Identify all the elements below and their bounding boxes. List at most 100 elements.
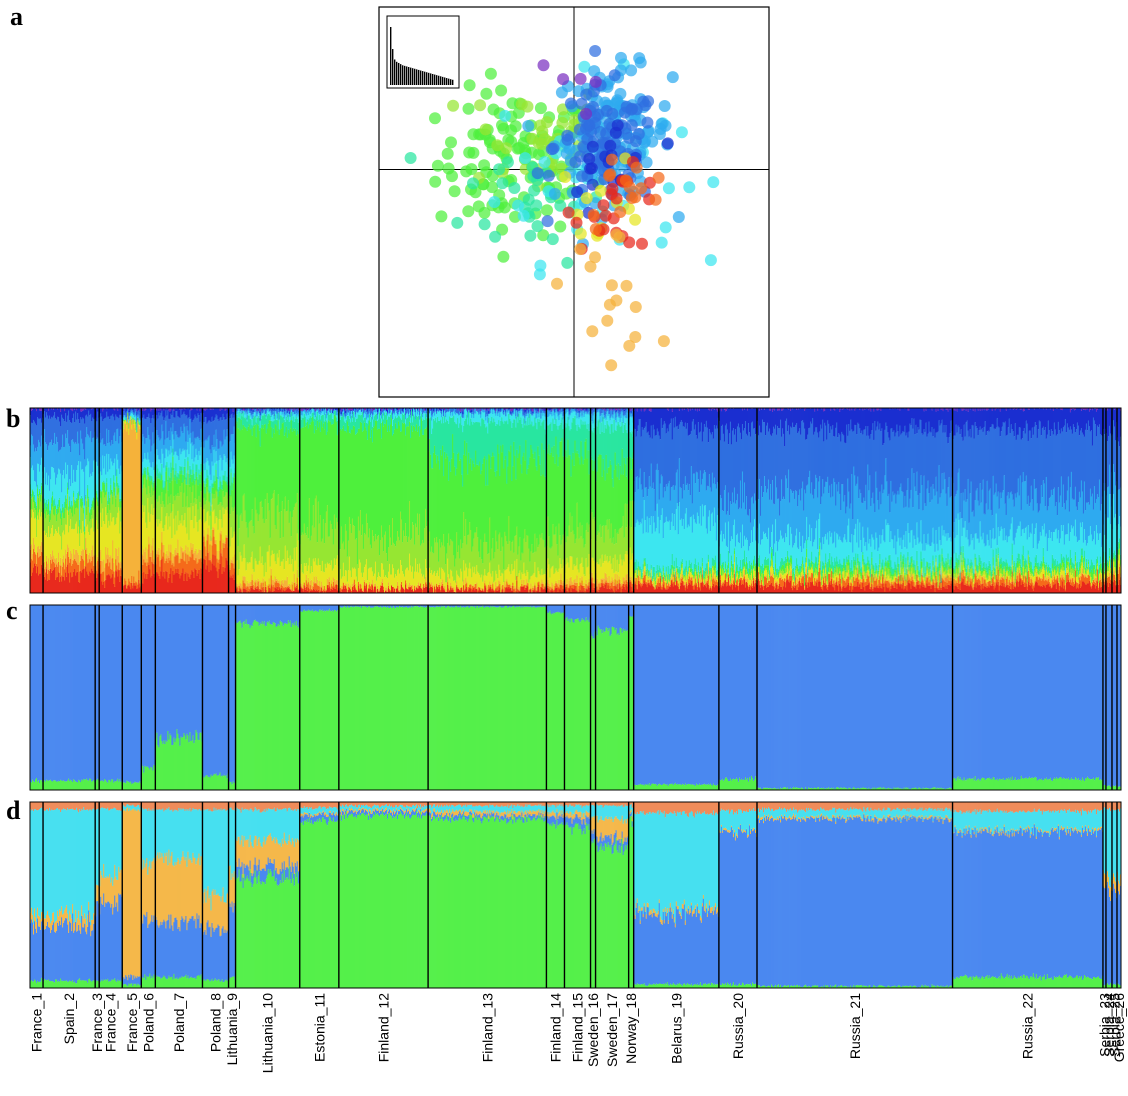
ancestry-segment (33, 512, 35, 538)
ancestry-segment (36, 507, 38, 520)
ancestry-segment (31, 517, 33, 545)
pca-point (658, 100, 671, 112)
pca-point (517, 209, 530, 222)
eigenvalue-bar (422, 71, 424, 85)
eigenvalue-bar (434, 74, 436, 85)
pca-point (491, 139, 504, 152)
ancestry-segment (32, 489, 34, 491)
pca-point (574, 150, 587, 163)
pca-point (562, 206, 575, 219)
eigenvalue-bar (448, 78, 450, 85)
pca-point (629, 301, 642, 313)
ancestry-segment (32, 408, 34, 410)
ancestry-segment (31, 575, 33, 593)
eigenvalue-bar (416, 69, 418, 85)
pca-point (620, 100, 633, 113)
ancestry-segment (31, 498, 33, 509)
pca-point (462, 205, 475, 218)
pca-point (574, 243, 587, 256)
ancestry-segment (31, 559, 33, 576)
ancestry-segment (32, 509, 34, 554)
ancestry-segment (35, 481, 37, 502)
pca-point (580, 192, 593, 205)
pca-point (480, 87, 493, 100)
ancestry-segment (36, 519, 38, 538)
ancestry-segment (33, 419, 35, 445)
pca-point (467, 177, 479, 190)
pca-point (512, 199, 525, 212)
pca-point (429, 112, 441, 125)
ancestry-segment (36, 537, 38, 555)
eigenvalue-bar (402, 65, 404, 85)
pca-point (599, 209, 612, 222)
pca-point (584, 260, 597, 273)
pca-point (463, 79, 476, 92)
ancestry-segment (33, 537, 35, 550)
eigenvalue-bar (438, 75, 440, 85)
ancestry-segment (31, 508, 33, 518)
pca-point (556, 116, 569, 129)
pca-point (534, 259, 547, 272)
pca-point (575, 97, 588, 110)
pca-point (541, 215, 554, 228)
ancestry-segment (33, 502, 35, 513)
pca-point (589, 251, 601, 264)
pca-point (441, 147, 454, 160)
eigenvalue-bar (408, 67, 410, 85)
ancestry-segment (31, 493, 33, 499)
pca-point (498, 201, 511, 214)
pca-point (589, 45, 602, 57)
pca-point (625, 119, 638, 132)
ancestry-segment (34, 451, 36, 482)
pca-point (580, 107, 593, 120)
pca-point (478, 159, 491, 172)
ancestry-segment (35, 503, 37, 510)
ancestry-segment (31, 434, 33, 468)
pca-point (605, 279, 618, 292)
eigenvalue-bar (410, 67, 412, 85)
ancestry-segment (36, 573, 38, 593)
pca-point (603, 169, 616, 182)
pca-point (608, 69, 621, 82)
eigenvalue-bar (436, 75, 438, 85)
ancestry-segment (35, 554, 37, 566)
pca-point (586, 325, 599, 338)
pca-point (573, 123, 586, 136)
pca-point (586, 178, 599, 191)
pca-point (610, 294, 623, 307)
pca-point (554, 199, 567, 212)
eigenvalue-bar (392, 49, 394, 85)
pca-point (546, 233, 559, 246)
ancestry-segment (32, 490, 34, 497)
ancestry-segment (35, 408, 37, 424)
pca-point (655, 236, 668, 249)
pca-point (561, 129, 574, 142)
pca-point (531, 220, 544, 233)
pca-point (594, 184, 607, 197)
pca-point (589, 75, 602, 88)
pca-point (570, 216, 583, 229)
pca-point (652, 171, 665, 184)
pca-point (533, 268, 546, 281)
ancestry-segment (32, 465, 34, 490)
pca-point (609, 126, 622, 139)
pca-point (429, 175, 442, 188)
ancestry-segment (32, 422, 34, 436)
pca-point (589, 223, 602, 235)
eigenvalue-bar (430, 73, 432, 85)
ancestry-segment (32, 409, 34, 423)
pca-point (526, 132, 539, 145)
pca-point (548, 187, 561, 200)
ancestry-segment (30, 496, 32, 510)
pca-point (541, 204, 553, 217)
pca-point (578, 60, 591, 73)
ancestry-segment (36, 411, 38, 426)
pca-point (614, 206, 627, 218)
ancestry-segment (32, 435, 34, 466)
pca-point (666, 71, 679, 84)
eigenvalue-bar (428, 72, 430, 85)
eigenvalue-bar (452, 79, 454, 85)
pca-point (659, 119, 672, 132)
pca-point (561, 256, 574, 269)
pca-point (659, 221, 672, 234)
